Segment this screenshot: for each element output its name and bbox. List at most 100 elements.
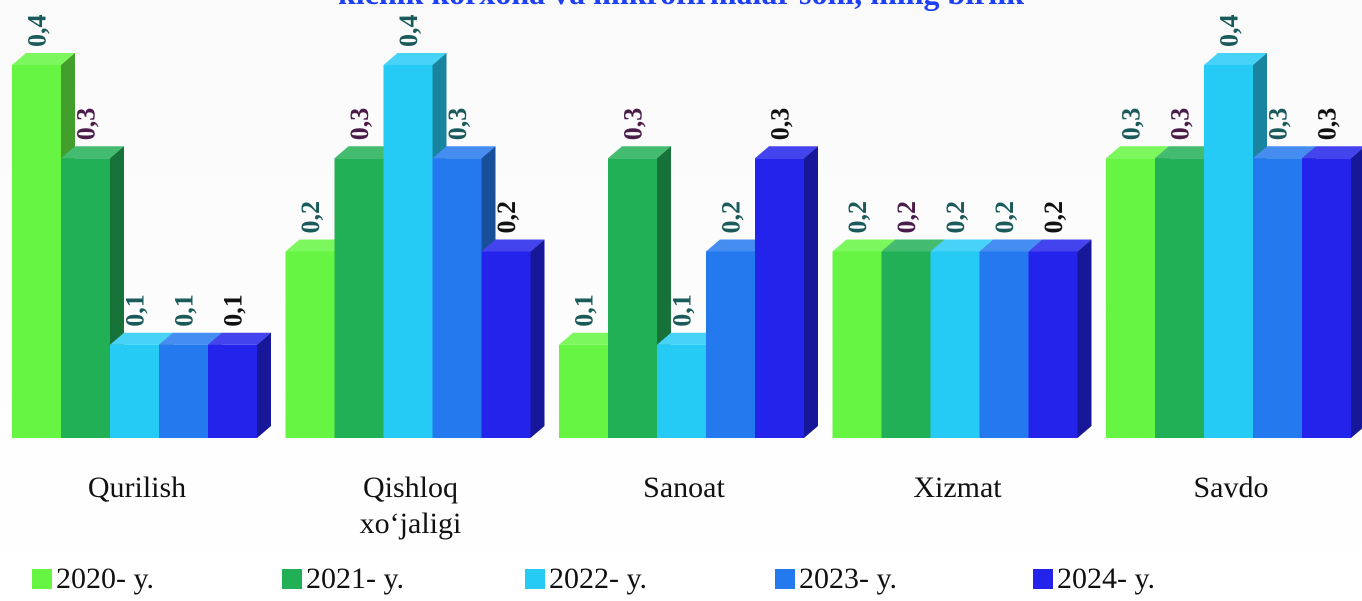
data-label: 0,3 [619, 108, 648, 141]
legend-label: 2021- y. [306, 562, 405, 595]
data-label: 0,3 [1313, 108, 1342, 141]
bar [657, 344, 706, 438]
x-tick-label: Qishloq xo‘jaligi [359, 471, 462, 540]
bar [1028, 251, 1078, 438]
legend-item: 2020- y. [32, 562, 154, 596]
bar-top [881, 239, 945, 252]
bar [159, 344, 208, 438]
bar-top [334, 146, 398, 159]
bar-top [208, 332, 271, 345]
data-label: 0,2 [941, 201, 970, 234]
data-label: 0,1 [121, 294, 150, 327]
bar-side [1351, 148, 1362, 438]
bar-side [804, 146, 818, 438]
bar-side [530, 239, 545, 438]
data-label: 0,3 [1166, 108, 1195, 141]
bar [1253, 158, 1302, 438]
legend-swatch [282, 569, 302, 589]
bar-top [159, 332, 222, 345]
legend-label: 2023- y. [799, 562, 898, 595]
data-label: 0,2 [296, 201, 325, 234]
bar-top [930, 239, 994, 252]
legend-item: 2023- y. [775, 562, 897, 596]
bar [1155, 158, 1204, 438]
data-label: 0,1 [570, 294, 599, 327]
bar [481, 251, 531, 438]
bar-top [979, 239, 1043, 252]
bar-top [383, 53, 447, 65]
bar-top [755, 146, 818, 159]
bar [334, 158, 384, 438]
bar [110, 344, 159, 438]
data-label: 0,3 [443, 108, 472, 141]
data-label: 0,1 [219, 294, 248, 327]
bar-top [1302, 146, 1362, 159]
legend-label: 2024- y. [1057, 562, 1156, 595]
bar [755, 158, 804, 438]
bar [285, 251, 335, 438]
legend-swatch [1033, 569, 1053, 589]
bar-top [657, 332, 720, 345]
data-label: 0,2 [843, 201, 872, 234]
legend-label: 2020- y. [56, 562, 155, 595]
bar-top [832, 239, 896, 252]
bar [61, 158, 110, 438]
bar-top [1253, 146, 1316, 159]
bar [608, 158, 657, 438]
bar [930, 251, 980, 438]
data-label: 0,3 [766, 108, 795, 141]
bar [1204, 65, 1253, 438]
bar [1106, 158, 1155, 438]
bar [383, 65, 433, 438]
bar-top [1204, 53, 1267, 65]
bar-side [257, 332, 271, 438]
bar-top [285, 239, 349, 252]
data-label: 0,3 [1117, 108, 1146, 141]
x-tick-label: Qurilish [87, 471, 187, 504]
bar-top [1028, 239, 1092, 252]
data-label: 0,2 [990, 201, 1019, 234]
data-label: 0,4 [1215, 15, 1244, 48]
bar [979, 251, 1029, 438]
data-label: 0,4 [23, 15, 52, 48]
bar [559, 344, 608, 438]
legend-swatch [32, 569, 52, 589]
legend-swatch [525, 569, 545, 589]
data-label: 0,1 [668, 294, 697, 327]
bar [1302, 158, 1351, 438]
bar-top [559, 332, 622, 345]
bar [706, 251, 755, 438]
bar [432, 158, 482, 438]
x-tick-label: Sanoat [643, 471, 725, 504]
bar-top [432, 146, 496, 159]
bar-side [1077, 239, 1092, 438]
data-label: 0,1 [170, 294, 199, 327]
legend-item: 2022- y. [525, 562, 647, 596]
data-label: 0,3 [345, 108, 374, 141]
x-tick-label: Savdo [1193, 471, 1269, 504]
data-label: 0,3 [72, 108, 101, 141]
bar-top [608, 146, 671, 159]
bar [881, 251, 931, 438]
data-label: 0,2 [892, 201, 921, 234]
bar-top [706, 239, 769, 252]
bar-top [1155, 146, 1218, 159]
bar-top [110, 332, 173, 345]
legend-label: 2022- y. [549, 562, 648, 595]
bar-top [61, 146, 124, 159]
bar [208, 344, 257, 438]
x-tick-label: Xizmat [913, 471, 1002, 504]
data-label: 0,2 [492, 201, 521, 234]
bar [832, 251, 882, 438]
bar-top [481, 239, 545, 252]
data-label: 0,3 [1264, 108, 1293, 141]
legend-item: 2024- y. [1033, 562, 1155, 596]
bar-top [12, 53, 75, 65]
legend-item: 2021- y. [282, 562, 404, 596]
chart-title: kichik korxona va mikrofirmalar soni, mi… [338, 0, 1024, 11]
data-label: 0,4 [394, 15, 423, 48]
data-label: 0,2 [717, 201, 746, 234]
bar [12, 65, 61, 438]
